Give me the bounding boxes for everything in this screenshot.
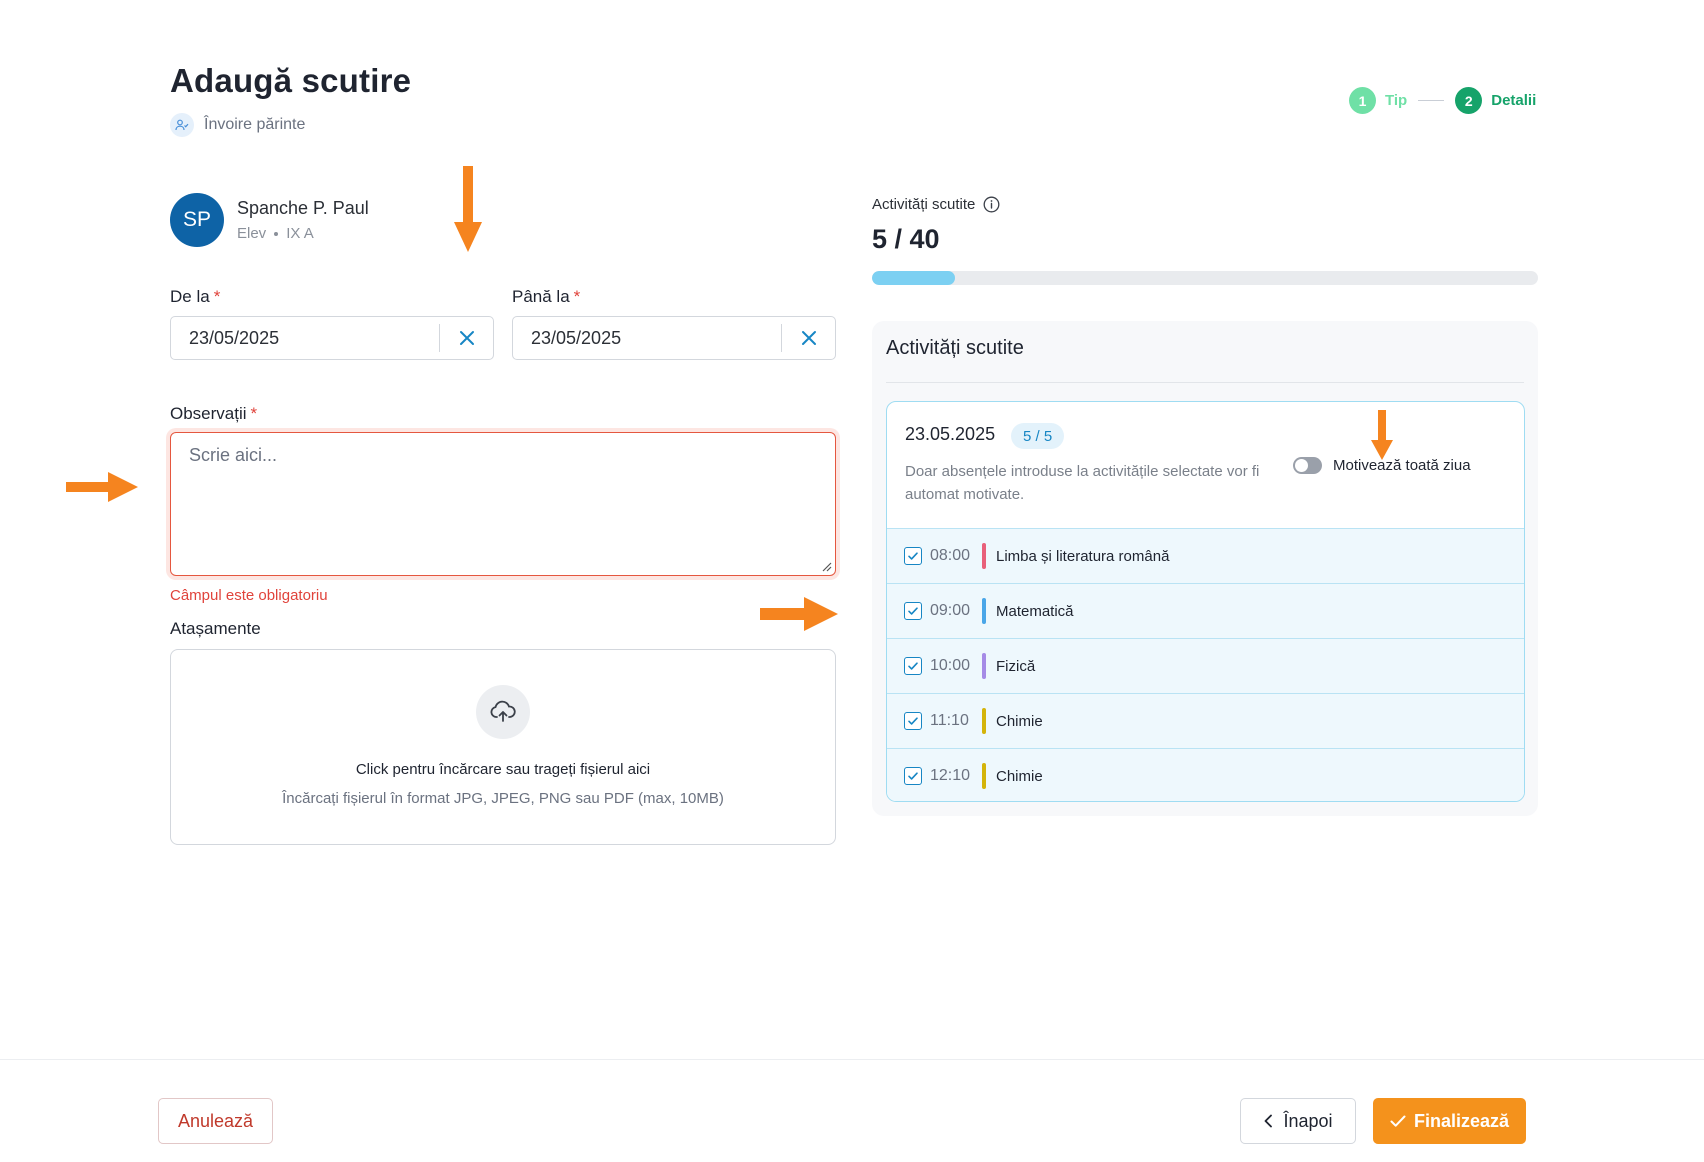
activity-row[interactable]: 12:10 Chimie	[887, 748, 1524, 801]
upload-main-text: Click pentru încărcare sau trageți fișie…	[355, 761, 651, 778]
activity-time: 10:00	[930, 657, 971, 674]
subject-color-bar	[982, 708, 986, 734]
checkbox-checked-icon[interactable]	[904, 767, 922, 785]
annotation-arrow-right-icon	[760, 597, 838, 631]
activity-row[interactable]: 11:10 Chimie	[887, 693, 1524, 748]
from-date-value[interactable]: 23/05/2025	[189, 327, 280, 348]
activity-time: 12:10	[930, 767, 971, 784]
checkbox-checked-icon[interactable]	[904, 547, 922, 565]
footer-bar: Anulează Înapoi Finalizează	[0, 1059, 1704, 1162]
divider	[886, 382, 1524, 383]
motivate-all-day-toggle[interactable]: Motivează toată ziua	[1293, 457, 1471, 474]
activity-subject: Fizică	[996, 657, 1036, 675]
activity-subject: Chimie	[996, 712, 1043, 730]
parent-icon	[170, 113, 194, 137]
clear-icon[interactable]	[781, 324, 835, 352]
step-number: 2	[1455, 87, 1483, 114]
activity-subject: Chimie	[996, 767, 1043, 785]
activities-label: Activități scutite	[872, 196, 1000, 213]
checkbox-checked-icon[interactable]	[904, 712, 922, 730]
subtitle-text: Învoire părinte	[204, 116, 306, 133]
clear-icon[interactable]	[439, 324, 493, 352]
step-number: 1	[1349, 87, 1376, 114]
student-info: SP Spanche P. Paul Elev IX A	[170, 193, 369, 247]
progress-fill	[872, 271, 956, 285]
upload-cloud-icon	[476, 685, 530, 739]
separator-dot	[274, 231, 279, 236]
upload-dropzone[interactable]: Click pentru încărcare sau trageți fișie…	[170, 649, 836, 845]
student-class: IX A	[286, 225, 314, 242]
student-name: Spanche P. Paul	[237, 198, 369, 218]
to-date-value[interactable]: 23/05/2025	[531, 327, 622, 348]
step-tip[interactable]: 1 Tip	[1349, 87, 1407, 114]
back-button[interactable]: Înapoi	[1240, 1098, 1356, 1144]
step-detalii: 2 Detalii	[1455, 87, 1536, 114]
notes-placeholder: Scrie aici...	[189, 445, 278, 465]
day-count-badge: 5 / 5	[1011, 423, 1065, 449]
subject-color-bar	[982, 543, 986, 569]
day-date: 23.05.2025	[905, 424, 996, 444]
subject-color-bar	[982, 763, 986, 789]
activity-row[interactable]: 09:00 Matematică	[887, 583, 1524, 638]
step-connector	[1418, 100, 1445, 101]
finish-button-label: Finalizează	[1413, 1110, 1510, 1131]
info-icon[interactable]	[983, 196, 1000, 213]
day-description: Doar absențele introduse la activitățile…	[905, 463, 1260, 503]
avatar: SP	[170, 193, 224, 247]
check-icon	[1390, 1115, 1406, 1127]
chevron-left-icon	[1265, 1114, 1273, 1128]
activity-row[interactable]: 08:00 Limba și literatura română	[887, 528, 1524, 583]
activities-count: 5 / 40	[872, 224, 940, 254]
cancel-button[interactable]: Anulează	[158, 1098, 273, 1144]
from-date-input[interactable]: 23/05/2025	[170, 316, 494, 360]
day-header: 23.05.2025 5 / 5 Doar absențele introdus…	[887, 402, 1524, 528]
subject-color-bar	[982, 653, 986, 679]
page-title: Adaugă scutire	[170, 62, 412, 99]
finish-button[interactable]: Finalizează	[1373, 1098, 1526, 1144]
checkbox-checked-icon[interactable]	[904, 602, 922, 620]
student-role: Elev	[237, 225, 267, 242]
panel-title: Activități scutite	[886, 337, 1024, 359]
activities-progress-bar	[872, 271, 1538, 285]
to-label: Până la *	[512, 287, 581, 306]
activities-panel: Activități scutite 23.05.2025 5 / 5 Doar…	[872, 321, 1538, 816]
activity-row[interactable]: 10:00 Fizică	[887, 638, 1524, 693]
toggle-label: Motivează toată ziua	[1333, 457, 1471, 474]
attachments-label: Atașamente	[170, 619, 261, 638]
activity-time: 09:00	[930, 602, 971, 619]
step-label: Detalii	[1491, 92, 1537, 109]
annotation-arrow-right-icon	[66, 472, 138, 502]
stepper: 1 Tip 2 Detalii	[1349, 87, 1536, 114]
activity-subject: Matematică	[996, 602, 1074, 620]
activity-list: 08:00 Limba și literatura română 09:00 M…	[887, 528, 1524, 801]
to-date-input[interactable]: 23/05/2025	[512, 316, 836, 360]
notes-error: Câmpul este obligatoriu	[170, 587, 328, 604]
upload-hint-text: Încărcați fișierul în format JPG, JPEG, …	[282, 790, 724, 807]
student-meta: Elev IX A	[237, 225, 369, 242]
toggle-switch[interactable]	[1293, 457, 1322, 474]
resize-handle-icon[interactable]	[820, 560, 832, 572]
annotation-arrow-down-icon	[454, 166, 482, 252]
notes-textarea[interactable]: Scrie aici...	[170, 432, 836, 576]
back-button-label: Înapoi	[1283, 1110, 1333, 1131]
step-label: Tip	[1385, 92, 1408, 109]
day-card: 23.05.2025 5 / 5 Doar absențele introdus…	[886, 401, 1525, 802]
annotation-arrow-down-icon	[1371, 410, 1393, 460]
activity-subject: Limba și literatura română	[996, 547, 1170, 565]
notes-label: Observații *	[170, 404, 258, 423]
subject-color-bar	[982, 598, 986, 624]
checkbox-checked-icon[interactable]	[904, 657, 922, 675]
page-subtitle: Învoire părinte	[170, 113, 305, 137]
activity-time: 11:10	[930, 712, 969, 729]
activity-time: 08:00	[930, 547, 971, 564]
from-label: De la *	[170, 287, 221, 306]
